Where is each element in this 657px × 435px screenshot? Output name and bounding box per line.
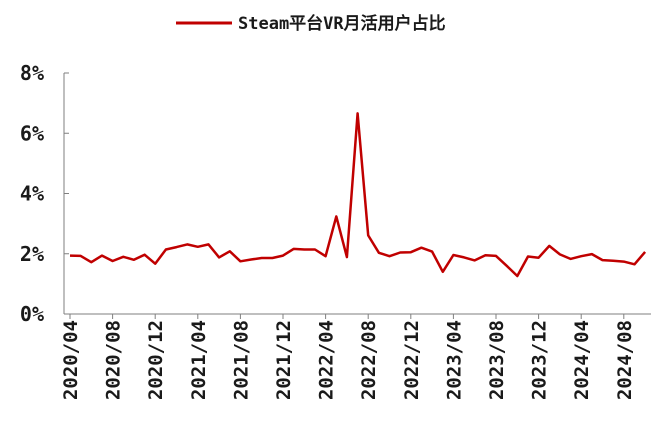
y-tick-label: 0% (20, 302, 44, 326)
y-tick-label: 6% (20, 121, 44, 145)
x-tick-label: 2022/12 (401, 320, 423, 400)
x-tick-label: 2020/08 (103, 320, 125, 400)
series-layer (69, 112, 647, 278)
x-tick-label: 2024/04 (571, 320, 593, 400)
x-tick-label: 2021/12 (273, 320, 295, 400)
x-tick-label: 2022/08 (358, 320, 380, 400)
x-tick-label: 2023/12 (529, 320, 551, 400)
x-tick-label: 2020/04 (60, 320, 82, 400)
x-tick-label: 2021/08 (230, 320, 252, 400)
y-tick-label: 2% (20, 242, 44, 266)
y-tick-labels: 0% 2% 4% 6% 8% (20, 61, 44, 326)
legend-series-label: Steam平台VR月活用户占比 (238, 13, 446, 34)
axes (63, 72, 651, 319)
x-tick-label: 2023/08 (486, 320, 508, 400)
x-tick-label: 2020/12 (145, 320, 167, 400)
y-tick-label: 4% (20, 182, 44, 206)
x-tick-label: 2022/04 (316, 320, 338, 400)
legend: Steam平台VR月活用户占比 (176, 13, 446, 34)
x-tick-label: 2021/04 (188, 320, 210, 400)
x-tick-label: 2024/08 (614, 320, 636, 400)
x-tick-labels: 2020/04 2020/08 2020/12 2021/04 2021/08 2021/… (60, 320, 636, 400)
series-line (69, 112, 647, 278)
x-tick-label: 2023/04 (443, 320, 465, 400)
y-tick-label: 8% (20, 61, 44, 85)
